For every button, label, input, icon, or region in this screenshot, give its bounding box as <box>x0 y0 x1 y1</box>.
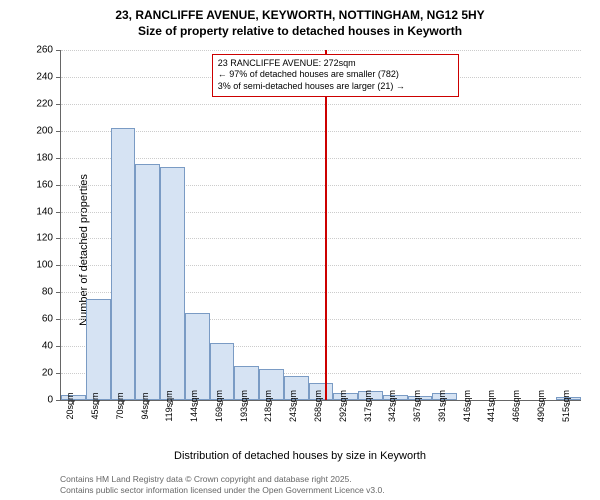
y-tick <box>56 158 61 159</box>
gridline <box>61 158 581 160</box>
marker-line <box>325 50 328 400</box>
x-tick-label: 20sqm <box>65 392 75 419</box>
y-tick-label: 20 <box>42 368 53 379</box>
y-tick-label: 0 <box>47 395 53 406</box>
x-tick-label: 144sqm <box>189 390 199 422</box>
y-tick-label: 120 <box>36 233 53 244</box>
y-tick-label: 60 <box>42 314 53 325</box>
y-tick-label: 100 <box>36 260 53 271</box>
annotation-line: 3% of semi-detached houses are larger (2… <box>218 81 453 93</box>
y-tick <box>56 238 61 239</box>
y-tick <box>56 104 61 105</box>
y-tick-label: 200 <box>36 125 53 136</box>
x-tick-label: 292sqm <box>338 390 348 422</box>
x-tick-label: 193sqm <box>239 390 249 422</box>
y-tick <box>56 319 61 320</box>
x-tick-label: 441sqm <box>486 390 496 422</box>
x-tick-label: 490sqm <box>536 390 546 422</box>
x-tick-label: 243sqm <box>288 390 298 422</box>
x-tick-label: 342sqm <box>387 390 397 422</box>
x-tick-label: 70sqm <box>115 392 125 419</box>
y-tick <box>56 131 61 132</box>
y-tick <box>56 265 61 266</box>
y-tick <box>56 346 61 347</box>
y-tick-label: 220 <box>36 98 53 109</box>
histogram-bar <box>111 128 136 400</box>
histogram-bar <box>135 164 160 400</box>
annotation-line: ← 97% of detached houses are smaller (78… <box>218 69 453 81</box>
chart-title-main: 23, RANCLIFFE AVENUE, KEYWORTH, NOTTINGH… <box>0 8 600 22</box>
x-tick-label: 391sqm <box>437 390 447 422</box>
histogram-bar <box>86 299 111 400</box>
chart-container: 23, RANCLIFFE AVENUE, KEYWORTH, NOTTINGH… <box>0 0 600 500</box>
x-tick-label: 268sqm <box>313 390 323 422</box>
gridline <box>61 131 581 133</box>
y-tick <box>56 212 61 213</box>
x-axis-label: Distribution of detached houses by size … <box>0 450 600 462</box>
x-tick-label: 317sqm <box>363 390 373 422</box>
x-tick-label: 169sqm <box>214 390 224 422</box>
y-tick <box>56 373 61 374</box>
histogram-bar <box>185 313 210 401</box>
y-tick <box>56 400 61 401</box>
y-tick-label: 80 <box>42 287 53 298</box>
footer-line1: Contains HM Land Registry data © Crown c… <box>60 474 385 485</box>
plot-area: 02040608010012014016018020022024026020sq… <box>60 50 581 401</box>
footer-line2: Contains public sector information licen… <box>60 485 385 496</box>
y-tick <box>56 77 61 78</box>
y-tick-label: 160 <box>36 179 53 190</box>
x-tick-label: 416sqm <box>462 390 472 422</box>
gridline <box>61 104 581 106</box>
y-tick-label: 240 <box>36 71 53 82</box>
gridline <box>61 50 581 52</box>
x-tick-label: 515sqm <box>561 390 571 422</box>
y-tick <box>56 292 61 293</box>
footer-text: Contains HM Land Registry data © Crown c… <box>60 474 385 496</box>
chart-title-sub: Size of property relative to detached ho… <box>0 24 600 38</box>
y-tick <box>56 50 61 51</box>
annotation-line: 23 RANCLIFFE AVENUE: 272sqm <box>218 58 453 70</box>
y-tick-label: 180 <box>36 152 53 163</box>
histogram-bar <box>160 167 185 400</box>
x-tick-label: 466sqm <box>511 390 521 422</box>
x-tick-label: 45sqm <box>90 392 100 419</box>
x-tick-label: 367sqm <box>412 390 422 422</box>
x-tick-label: 119sqm <box>164 390 174 421</box>
y-tick-label: 140 <box>36 206 53 217</box>
annotation-box: 23 RANCLIFFE AVENUE: 272sqm← 97% of deta… <box>212 54 459 97</box>
y-tick-label: 40 <box>42 341 53 352</box>
y-tick <box>56 185 61 186</box>
x-tick-label: 218sqm <box>263 390 273 422</box>
y-tick-label: 260 <box>36 45 53 56</box>
x-tick-label: 94sqm <box>140 392 150 419</box>
